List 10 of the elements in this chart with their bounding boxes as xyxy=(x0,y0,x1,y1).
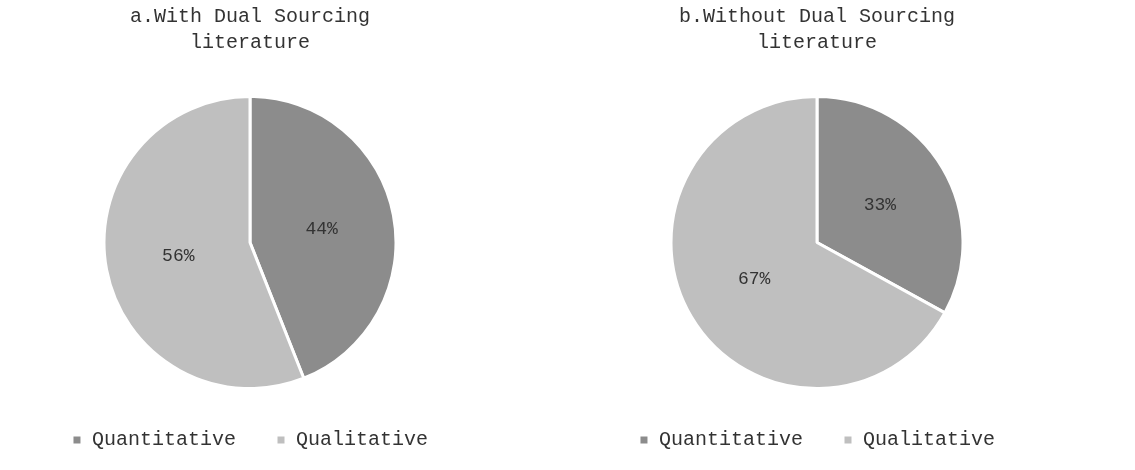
data-label: 56% xyxy=(162,245,195,266)
legend-label: Quantitative xyxy=(658,428,804,452)
chart-title: b.Without Dual Sourcing literature xyxy=(677,4,956,56)
legend-label: Qualitative xyxy=(863,428,996,452)
data-label: 33% xyxy=(863,195,897,216)
data-label: 67% xyxy=(737,269,771,290)
data-label: 44% xyxy=(305,218,339,239)
chart-title: a.With Dual Sourcing literature xyxy=(128,4,371,56)
legend-label: Qualitative xyxy=(296,428,429,452)
legend-label: Quantitative xyxy=(91,428,237,452)
